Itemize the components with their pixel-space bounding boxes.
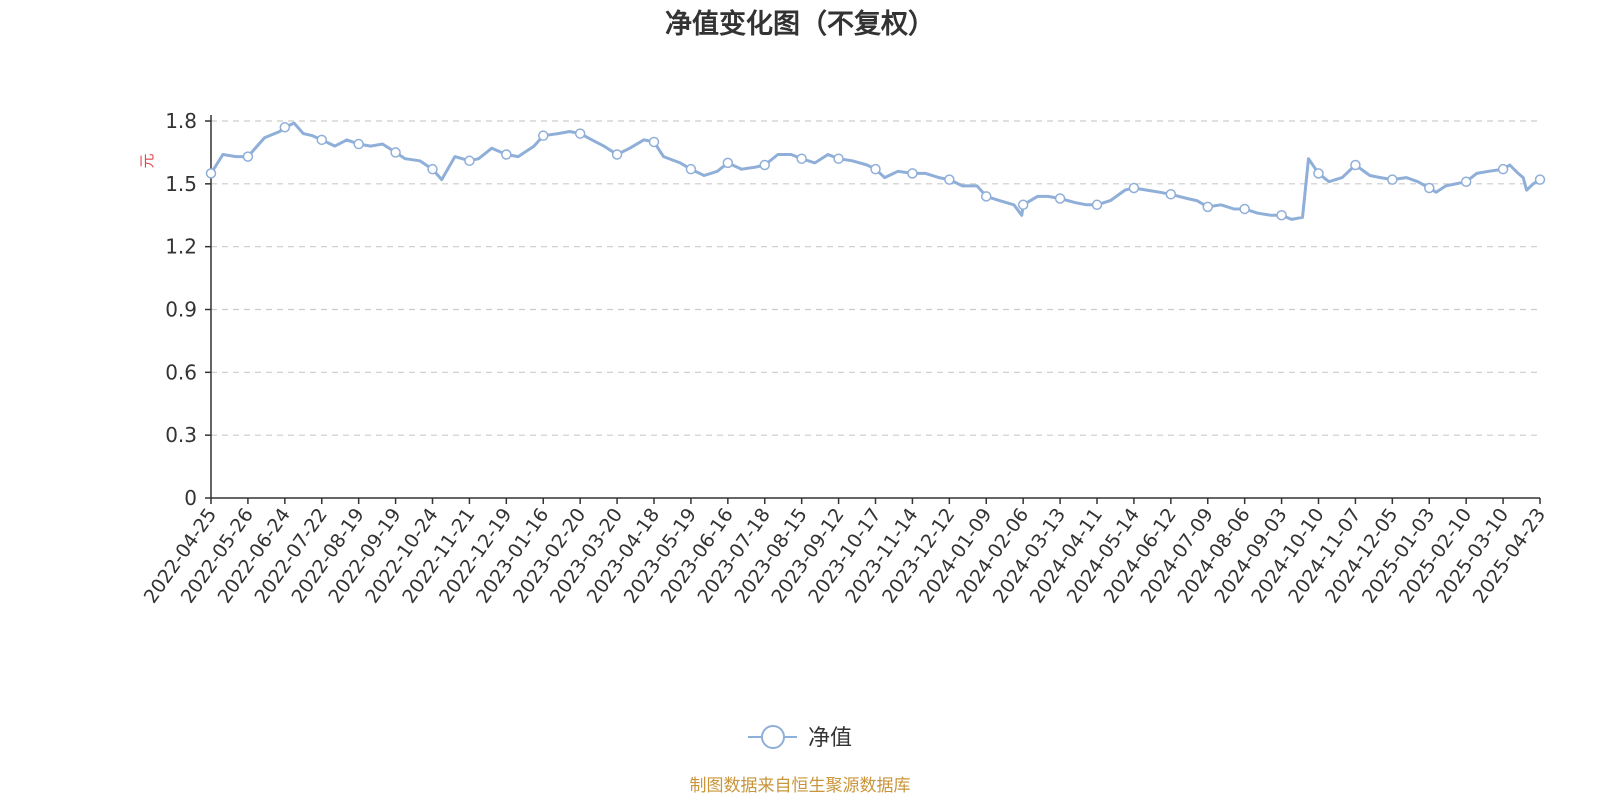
data-point[interactable] xyxy=(611,149,623,160)
legend[interactable]: 净值 xyxy=(748,725,852,751)
data-point[interactable] xyxy=(1091,199,1103,211)
data-point[interactable] xyxy=(796,153,807,164)
data-point[interactable] xyxy=(944,174,955,185)
y-axis-unit-label: 元 xyxy=(138,153,156,168)
y-tick-label: 0.6 xyxy=(165,360,197,384)
legend-label: 净值 xyxy=(808,726,852,751)
data-point[interactable] xyxy=(648,136,660,148)
y-tick-label: 1.8 xyxy=(165,109,197,133)
axes xyxy=(210,115,1540,499)
data-point[interactable] xyxy=(870,163,881,175)
data-point[interactable] xyxy=(1128,182,1140,194)
data-point[interactable] xyxy=(316,134,327,146)
y-tick-label: 0 xyxy=(184,486,197,510)
data-source-note: 制图数据来自恒生聚源数据库 xyxy=(690,776,911,796)
data-point[interactable] xyxy=(427,163,438,175)
data-point[interactable] xyxy=(1350,159,1361,171)
data-point[interactable] xyxy=(1202,201,1213,213)
data-point[interactable] xyxy=(242,151,254,162)
data-point[interactable] xyxy=(1424,182,1435,194)
series-net-value xyxy=(205,121,1546,221)
data-point[interactable] xyxy=(1017,199,1029,211)
data-point[interactable] xyxy=(1460,176,1472,187)
data-point[interactable] xyxy=(981,191,992,202)
data-point[interactable] xyxy=(685,163,697,175)
data-point[interactable] xyxy=(907,168,918,179)
y-tick-label: 0.3 xyxy=(165,423,197,447)
y-tick-label: 1.2 xyxy=(165,235,197,259)
data-point[interactable] xyxy=(353,138,364,150)
y-axis-ticks: 0 0.3 0.6 0.9 1.2 1.5 1.8 xyxy=(165,109,211,510)
y-tick-label: 0.9 xyxy=(165,298,197,322)
data-point[interactable] xyxy=(1054,193,1066,204)
data-point[interactable] xyxy=(1387,174,1398,185)
data-point[interactable] xyxy=(205,168,217,179)
data-point[interactable] xyxy=(574,128,586,139)
data-point[interactable] xyxy=(501,149,512,160)
data-point[interactable] xyxy=(279,122,291,133)
legend-marker-icon xyxy=(761,725,785,749)
data-point[interactable] xyxy=(1165,189,1177,200)
data-point[interactable] xyxy=(1276,210,1287,221)
chart-title: 净值变化图（不复权） xyxy=(665,8,935,40)
data-point[interactable] xyxy=(1497,163,1509,175)
data-point[interactable] xyxy=(390,147,401,158)
y-tick-label: 1.5 xyxy=(165,172,197,196)
data-point[interactable] xyxy=(833,153,844,164)
data-point[interactable] xyxy=(464,155,475,167)
x-axis-ticks: 2022-04-252022-05-262022-06-242022-07-22… xyxy=(140,498,1550,607)
data-point[interactable] xyxy=(1239,203,1250,215)
data-point[interactable] xyxy=(759,159,770,171)
data-point[interactable] xyxy=(722,157,734,169)
grid-lines xyxy=(211,120,1540,436)
data-point[interactable] xyxy=(1313,168,1324,179)
data-point[interactable] xyxy=(1534,174,1546,185)
data-point[interactable] xyxy=(538,130,549,141)
